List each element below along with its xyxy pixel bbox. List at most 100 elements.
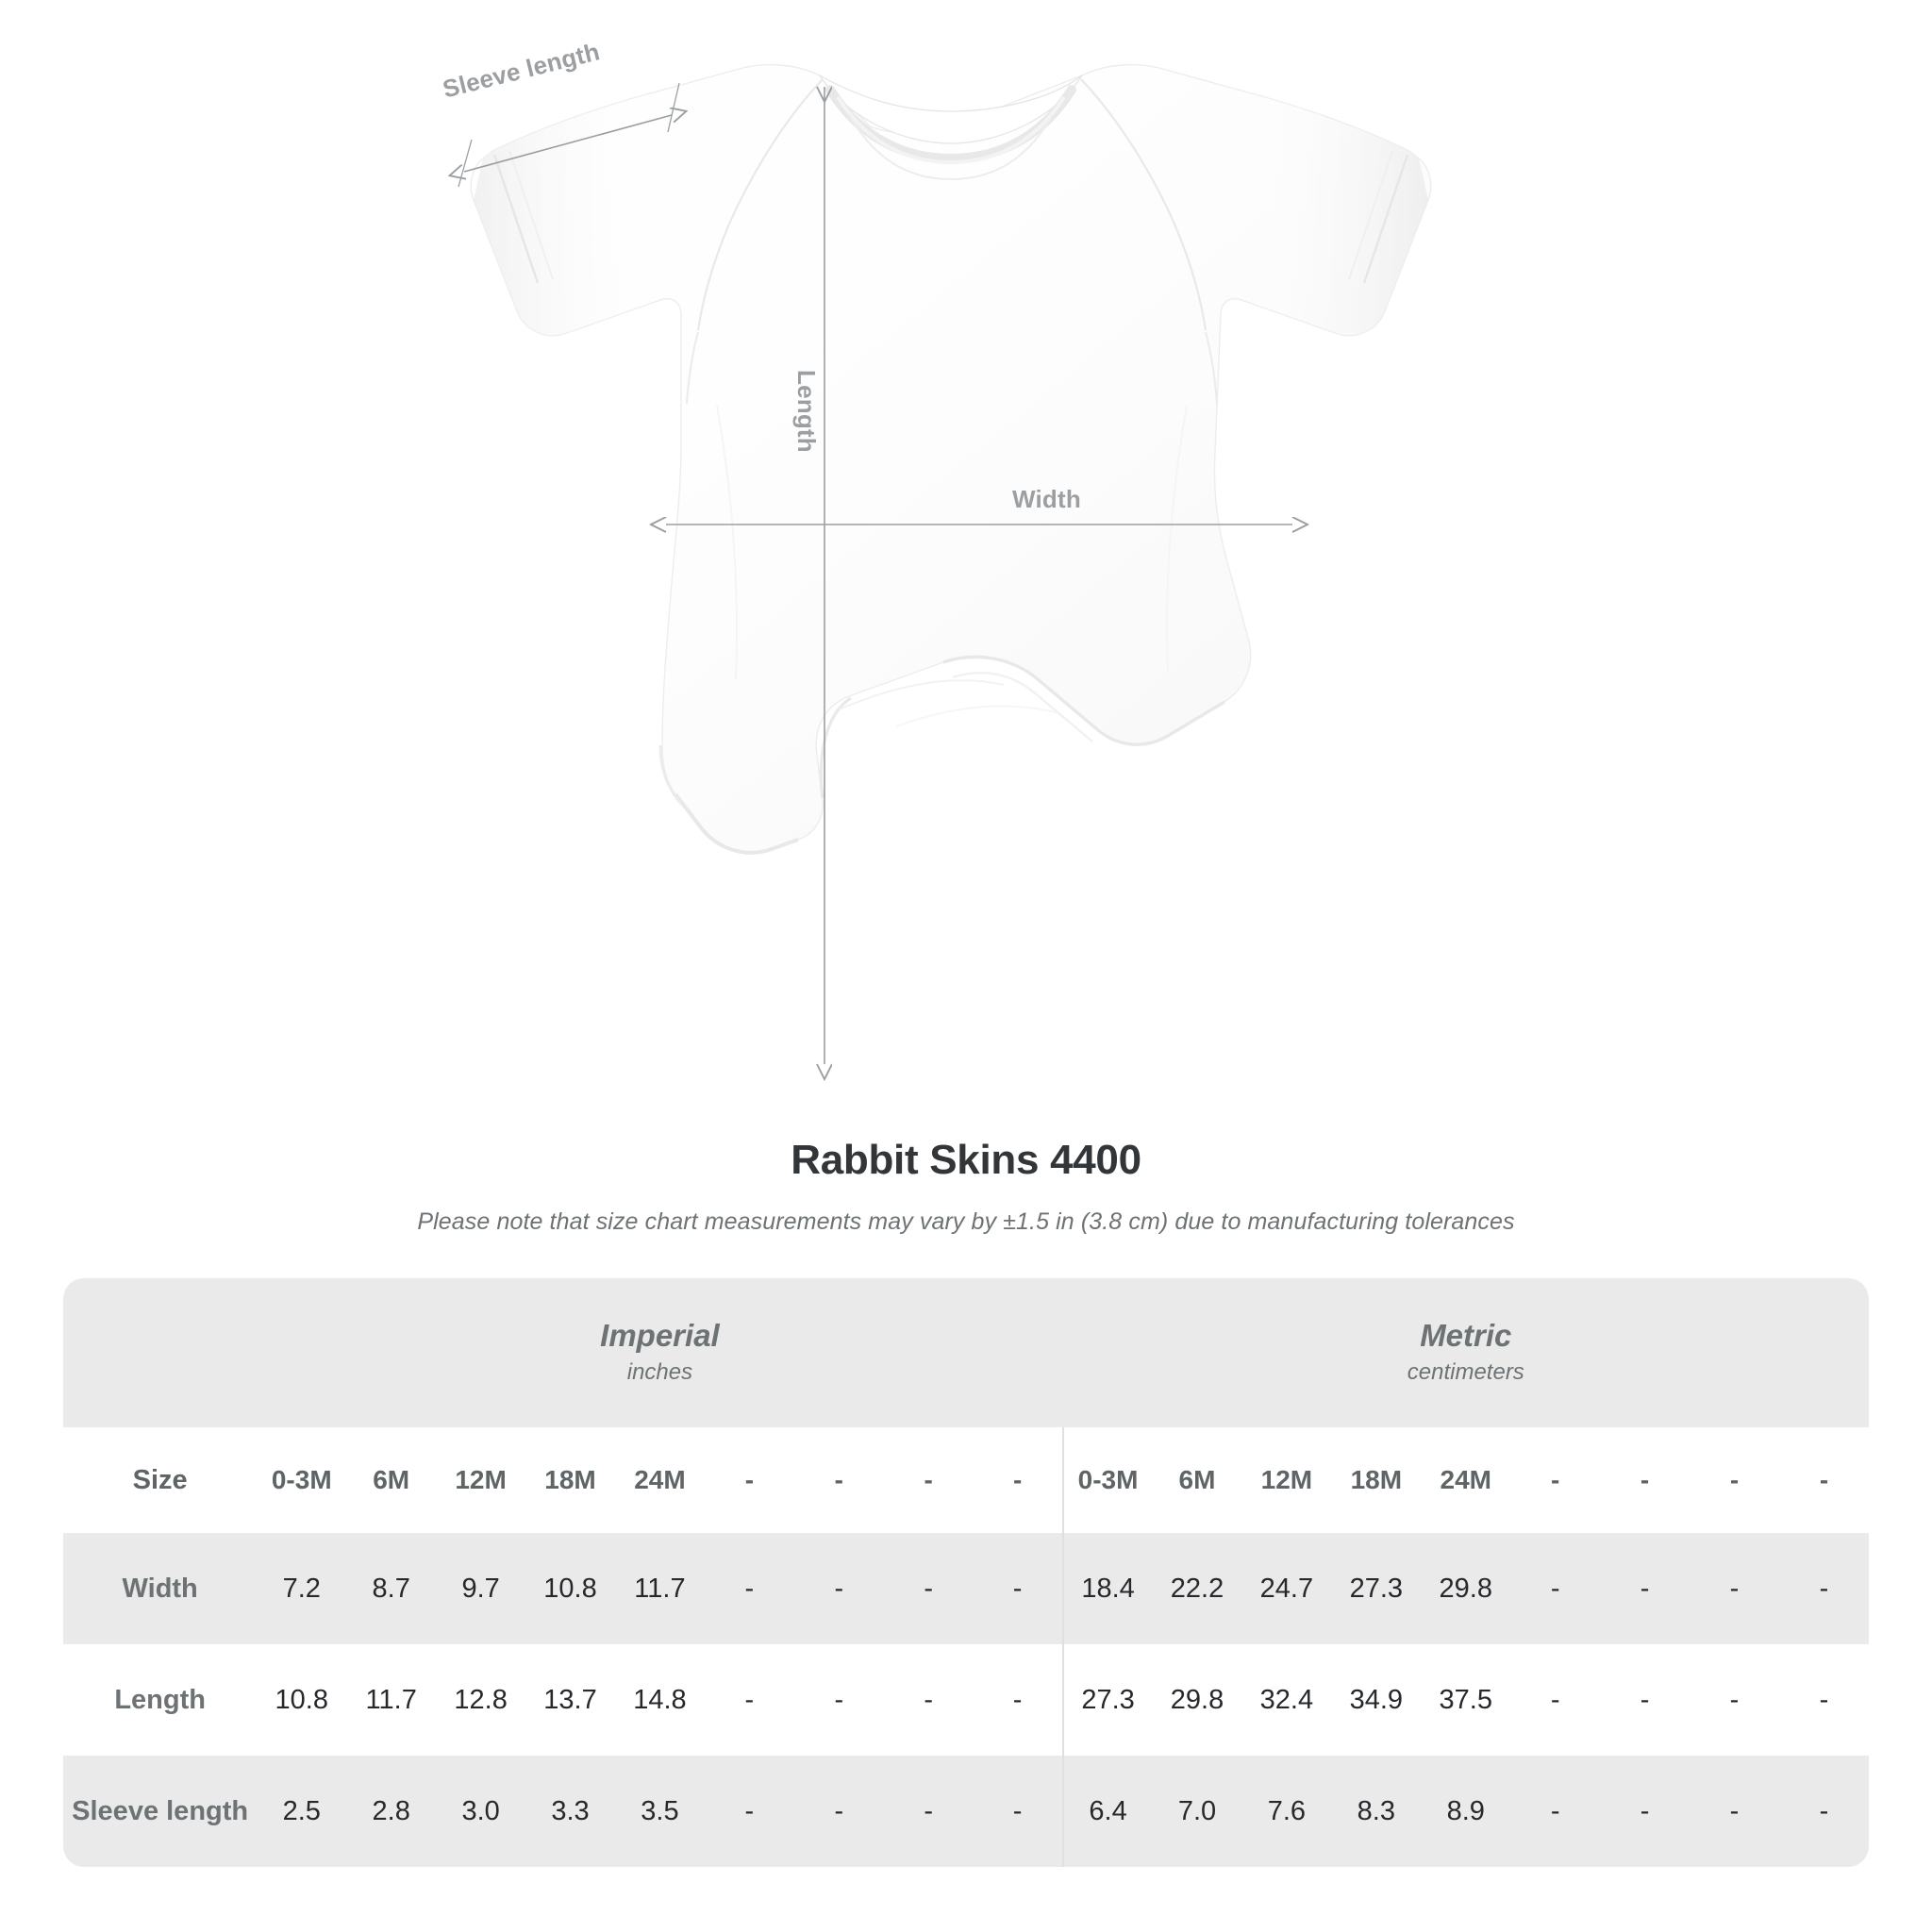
page-title: Rabbit Skins 4400 — [791, 1137, 1141, 1183]
size-value: 6M — [1178, 1465, 1216, 1494]
cell-value: 34.9 — [1349, 1684, 1404, 1715]
cell-sleeve-imperial-7: - — [883, 1756, 974, 1867]
cell-value: 18.4 — [1081, 1573, 1135, 1604]
size-value: 24M — [1440, 1465, 1491, 1494]
cell-value: 32.4 — [1259, 1684, 1314, 1715]
cell-value: - — [744, 1573, 755, 1604]
size-header-metric-7: - — [1690, 1427, 1779, 1533]
cell-value: - — [834, 1684, 844, 1715]
row-label-text: Width — [122, 1573, 198, 1604]
unit-system-metric-name: Metric — [1420, 1318, 1512, 1354]
cell-sleeve-metric-3: 8.3 — [1331, 1756, 1422, 1867]
size-value: - — [834, 1465, 843, 1494]
cell-width-metric-6: - — [1600, 1533, 1690, 1644]
size-header-imperial-5: - — [704, 1427, 794, 1533]
cell-value: 12.8 — [454, 1684, 508, 1715]
cell-value: 2.5 — [282, 1795, 321, 1826]
cell-value: - — [834, 1573, 844, 1604]
cell-value: 14.8 — [633, 1684, 687, 1715]
size-header-metric-1: 6M — [1152, 1427, 1242, 1533]
cell-value: - — [1550, 1684, 1560, 1715]
size-value: - — [924, 1465, 933, 1494]
cell-sleeve-imperial-3: 3.3 — [525, 1756, 615, 1867]
cell-value: - — [1819, 1684, 1829, 1715]
cell-length-imperial-7: - — [883, 1644, 974, 1756]
cell-width-imperial-4: 11.7 — [614, 1533, 705, 1644]
cell-value: 11.7 — [634, 1573, 686, 1604]
unit-system-metric: Metric centimeters — [1062, 1278, 1869, 1427]
cell-value: 8.9 — [1446, 1795, 1485, 1826]
cell-sleeve-imperial-5: - — [704, 1756, 794, 1867]
size-header-imperial-1: 6M — [346, 1427, 437, 1533]
size-value: - — [1640, 1465, 1650, 1494]
cell-width-metric-8: - — [1778, 1533, 1869, 1644]
size-chart-table-wrapper: Imperial inches Metric centimeters Size … — [63, 1278, 1869, 1867]
size-value: - — [744, 1465, 755, 1494]
size-header-imperial-3: 18M — [525, 1427, 615, 1533]
cell-width-imperial-2: 9.7 — [436, 1533, 526, 1644]
cell-width-imperial-6: - — [793, 1533, 884, 1644]
size-value: - — [1819, 1465, 1829, 1494]
cell-length-imperial-0: 10.8 — [257, 1644, 347, 1756]
cell-width-metric-0: 18.4 — [1061, 1533, 1153, 1644]
size-header-label: Size — [63, 1427, 258, 1533]
cell-value: - — [1640, 1795, 1650, 1826]
cell-sleeve-imperial-8: - — [973, 1756, 1063, 1867]
row-label-width: Width — [63, 1533, 258, 1644]
cell-sleeve-metric-5: - — [1510, 1756, 1601, 1867]
cell-value: 3.3 — [551, 1795, 590, 1826]
size-header-metric-8: - — [1778, 1427, 1869, 1533]
cell-value: - — [1012, 1684, 1023, 1715]
size-value: 24M — [634, 1465, 686, 1494]
cell-width-metric-2: 24.7 — [1241, 1533, 1332, 1644]
cell-value: 29.8 — [1439, 1573, 1492, 1604]
size-value: - — [1729, 1465, 1740, 1494]
size-header-metric-6: - — [1600, 1427, 1690, 1533]
size-value: 6M — [373, 1465, 410, 1494]
unit-system-imperial: Imperial inches — [257, 1278, 1063, 1427]
cell-length-metric-4: 37.5 — [1421, 1644, 1511, 1756]
size-value: 18M — [1350, 1465, 1403, 1494]
size-header-metric-5: - — [1510, 1427, 1601, 1533]
cell-sleeve-imperial-4: 3.5 — [614, 1756, 705, 1867]
cell-length-imperial-3: 13.7 — [525, 1644, 615, 1756]
cell-length-imperial-1: 11.7 — [346, 1644, 437, 1756]
cell-value: - — [1729, 1573, 1740, 1604]
size-value: 12M — [1260, 1465, 1313, 1494]
table-row: Sleeve length 2.5 2.8 3.0 3.3 3.5 - - - … — [63, 1756, 1869, 1867]
cell-sleeve-imperial-0: 2.5 — [257, 1756, 347, 1867]
cell-value: 37.5 — [1439, 1684, 1492, 1715]
cell-length-imperial-8: - — [973, 1644, 1063, 1756]
cell-value: - — [1640, 1684, 1650, 1715]
cell-width-imperial-7: - — [883, 1533, 974, 1644]
size-header-imperial-8: - — [973, 1427, 1063, 1533]
cell-value: - — [924, 1573, 934, 1604]
cell-width-imperial-0: 7.2 — [257, 1533, 347, 1644]
cell-width-metric-5: - — [1510, 1533, 1601, 1644]
cell-value: 24.7 — [1259, 1573, 1314, 1604]
cell-value: - — [744, 1795, 755, 1826]
size-chart-table: Imperial inches Metric centimeters Size … — [63, 1278, 1869, 1867]
size-value: 18M — [544, 1465, 596, 1494]
size-header-metric-0: 0-3M — [1061, 1427, 1153, 1533]
cell-value: 7.0 — [1177, 1795, 1217, 1826]
garment-illustration: Sleeve length Length Width — [440, 37, 1432, 1123]
cell-length-metric-5: - — [1510, 1644, 1601, 1756]
size-header-text: Size — [132, 1464, 188, 1495]
table-row: Width 7.2 8.7 9.7 10.8 11.7 - - - - 18.4… — [63, 1533, 1869, 1644]
cell-length-imperial-5: - — [704, 1644, 794, 1756]
row-label-sleeve-length: Sleeve length — [63, 1756, 258, 1867]
cell-width-metric-3: 27.3 — [1331, 1533, 1422, 1644]
cell-sleeve-metric-7: - — [1690, 1756, 1779, 1867]
cell-value: 10.8 — [275, 1684, 328, 1715]
cell-length-metric-3: 34.9 — [1331, 1644, 1422, 1756]
row-label-text: Length — [114, 1684, 206, 1715]
cell-width-imperial-1: 8.7 — [346, 1533, 437, 1644]
cell-value: 27.3 — [1081, 1684, 1135, 1715]
unit-system-metric-unit: centimeters — [1407, 1358, 1524, 1385]
cell-sleeve-metric-4: 8.9 — [1421, 1756, 1511, 1867]
size-header-imperial-2: 12M — [436, 1427, 526, 1533]
cell-value: - — [834, 1795, 844, 1826]
cell-value: 13.7 — [543, 1684, 597, 1715]
